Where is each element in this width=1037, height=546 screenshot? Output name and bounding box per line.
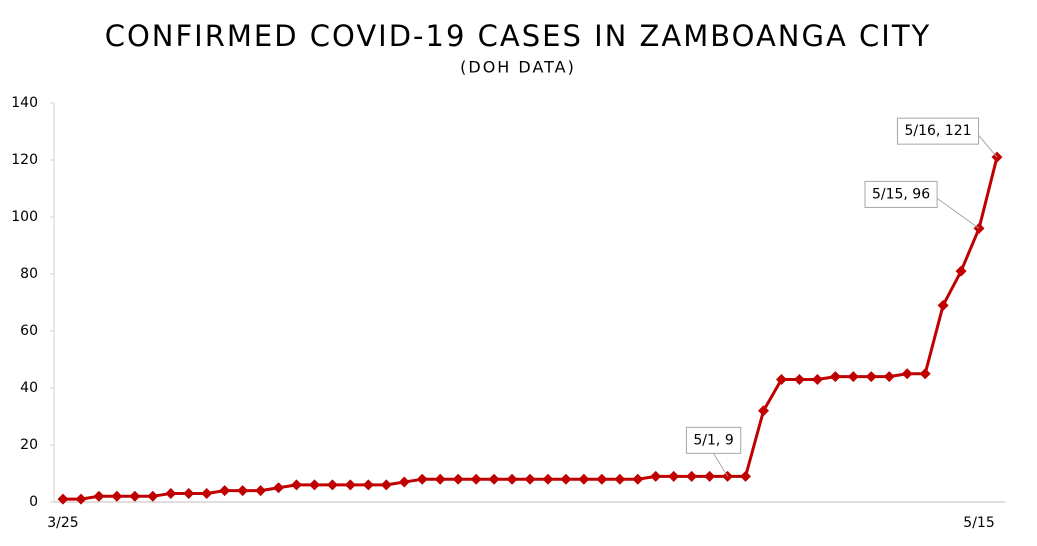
y-tick-label: 20 (20, 437, 38, 453)
data-point (524, 473, 536, 485)
data-point (919, 368, 931, 380)
data-point (201, 487, 213, 499)
x-tick-label: 3/25 (47, 515, 78, 531)
y-tick-label: 60 (20, 323, 38, 339)
data-label: 5/16, 121 (904, 123, 971, 139)
data-point (488, 473, 500, 485)
data-point (452, 473, 464, 485)
callout-leader (978, 134, 998, 158)
data-point (165, 487, 177, 499)
data-point (793, 373, 805, 385)
data-point (650, 470, 662, 482)
data-point (129, 490, 141, 502)
data-point (57, 493, 69, 505)
chart-subtitle: (DOH DATA) (460, 58, 576, 77)
data-point (560, 473, 572, 485)
y-tick-label: 100 (11, 209, 38, 225)
data-point (380, 479, 392, 491)
data-point (470, 473, 482, 485)
data-point (344, 479, 356, 491)
y-tick-label: 140 (11, 95, 38, 111)
data-point (578, 473, 590, 485)
data-point (147, 490, 159, 502)
data-point (111, 490, 123, 502)
data-point (668, 470, 680, 482)
data-point (740, 470, 752, 482)
callout-box (685, 426, 742, 454)
callout-box (896, 117, 980, 145)
callout-box (864, 180, 938, 208)
data-point (686, 470, 698, 482)
data-point (291, 479, 302, 491)
y-tick-label: 120 (11, 152, 38, 168)
y-tick-label: 40 (20, 380, 38, 396)
data-point (829, 371, 841, 383)
data-point (883, 371, 895, 383)
chart-title: CONFIRMED COVID-19 CASES IN ZAMBOANGA CI… (105, 19, 932, 53)
data-point (704, 470, 716, 482)
data-point (811, 373, 823, 385)
data-point (506, 473, 518, 485)
data-label: 5/1, 9 (693, 432, 733, 448)
data-point (596, 473, 608, 485)
data-point (955, 265, 967, 277)
data-point (416, 473, 428, 485)
data-point (273, 482, 285, 494)
series-line (63, 156, 999, 501)
x-tick-label: 5/15 (963, 515, 994, 531)
data-point (308, 479, 320, 491)
data-point (326, 479, 338, 491)
data-point (219, 485, 231, 497)
data-point (901, 368, 913, 380)
data-point (183, 487, 195, 499)
data-point (632, 473, 644, 485)
data-point (614, 473, 626, 485)
data-point (434, 473, 446, 485)
data-point (937, 299, 949, 311)
data-point (93, 490, 105, 502)
data-point (847, 371, 859, 383)
data-point (775, 373, 787, 385)
data-point (542, 473, 554, 485)
callout-leader (936, 197, 980, 229)
y-tick-label: 80 (20, 266, 38, 282)
data-point (865, 371, 877, 383)
callout-leader (713, 453, 729, 477)
data-label: 5/15, 96 (872, 186, 930, 202)
data-point (398, 476, 410, 488)
data-point (237, 485, 249, 497)
data-point (75, 493, 87, 505)
data-point (362, 479, 374, 491)
data-point (255, 485, 267, 497)
y-tick-label: 0 (29, 494, 38, 510)
data-point (758, 405, 769, 417)
